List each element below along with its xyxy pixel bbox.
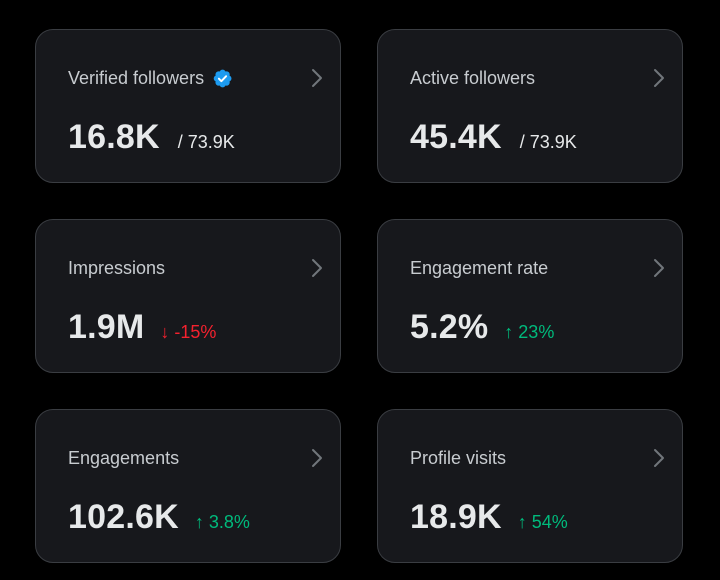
arrow-up-icon: ↑ — [194, 512, 204, 532]
metric-change-value: 54% — [531, 512, 568, 532]
metric-value-row: 102.6K ↑ 3.8% — [68, 498, 250, 537]
card-impressions[interactable]: Impressions 1.9M ↓ -15% — [35, 219, 341, 373]
metric-value: 102.6K — [68, 498, 179, 536]
arrow-down-icon: ↓ — [160, 322, 170, 342]
metric-change: ↑ 3.8% — [195, 512, 250, 533]
metric-change-value: 23% — [518, 322, 555, 342]
card-title: Engagements — [68, 447, 179, 469]
metric-value-row: 16.8K / 73.9K — [68, 118, 235, 157]
card-engagement-rate[interactable]: Engagement rate 5.2% ↑ 23% — [377, 219, 683, 373]
metric-total: / 73.9K — [177, 132, 235, 152]
metric-change: ↑ 54% — [518, 512, 568, 533]
arrow-up-icon: ↑ — [517, 512, 527, 532]
metric-total: / 73.9K — [519, 132, 577, 152]
card-title-label: Impressions — [68, 258, 166, 278]
card-title-label: Verified followers — [68, 68, 205, 88]
metric-value: 5.2% — [410, 308, 489, 346]
metric-change: ↓ -15% — [160, 322, 216, 343]
card-title-label: Engagements — [68, 448, 180, 468]
card-title: Engagement rate — [410, 257, 548, 279]
metric-value: 1.9M — [68, 308, 145, 346]
metric-value-row: 5.2% ↑ 23% — [410, 308, 554, 347]
card-title: Active followers — [410, 67, 535, 89]
metric-value-row: 1.9M ↓ -15% — [68, 308, 216, 347]
card-title-label: Engagement rate — [410, 258, 549, 278]
card-profile-visits[interactable]: Profile visits 18.9K ↑ 54% — [377, 409, 683, 563]
metric-value: 16.8K — [68, 118, 160, 156]
metric-value: 45.4K — [410, 118, 502, 156]
card-engagements[interactable]: Engagements 102.6K ↑ 3.8% — [35, 409, 341, 563]
arrow-up-icon: ↑ — [504, 322, 514, 342]
chevron-right-icon[interactable] — [652, 257, 666, 279]
card-verified-followers[interactable]: Verified followers 16.8K / 73.9K — [35, 29, 341, 183]
verified-badge-icon — [213, 69, 232, 87]
card-title: Profile visits — [410, 447, 506, 469]
card-title-label: Profile visits — [410, 448, 507, 468]
card-title: Verified followers — [68, 67, 233, 89]
chevron-right-icon[interactable] — [652, 67, 666, 89]
metric-value-row: 18.9K ↑ 54% — [410, 498, 568, 537]
metric-change-value: -15% — [174, 322, 217, 342]
metric-value-row: 45.4K / 73.9K — [410, 118, 577, 157]
metric-value: 18.9K — [410, 498, 502, 536]
chevron-right-icon[interactable] — [652, 447, 666, 469]
card-title: Impressions — [68, 257, 165, 279]
card-title-label: Active followers — [410, 68, 536, 88]
metric-change-value: 3.8% — [208, 512, 250, 532]
metric-change: ↑ 23% — [504, 322, 554, 343]
card-active-followers[interactable]: Active followers 45.4K / 73.9K — [377, 29, 683, 183]
chevron-right-icon[interactable] — [310, 257, 324, 279]
chevron-right-icon[interactable] — [310, 447, 324, 469]
chevron-right-icon[interactable] — [310, 67, 324, 89]
